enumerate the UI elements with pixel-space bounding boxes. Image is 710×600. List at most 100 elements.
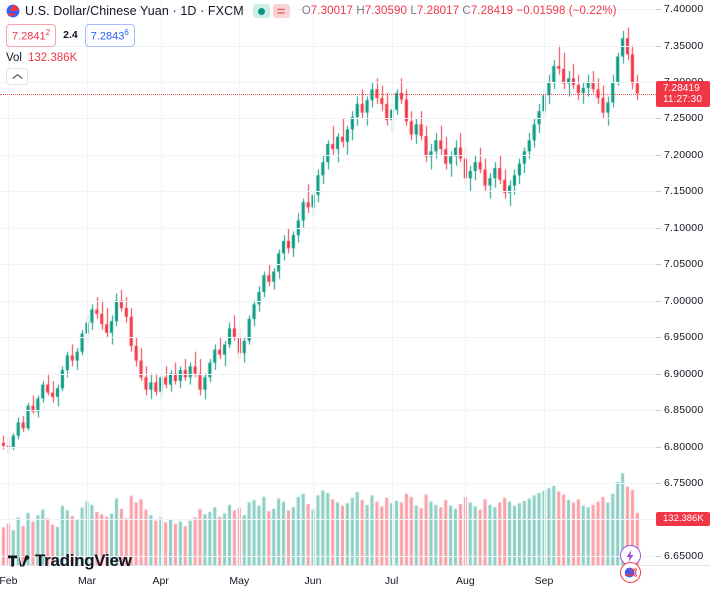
volume-label: Vol: [6, 51, 22, 64]
gridline-vertical: [161, 0, 162, 565]
country-flag-button[interactable]: [620, 562, 641, 583]
price-axis-tick: [656, 9, 661, 10]
ohlc-high-label: H: [356, 5, 365, 17]
collapse-pane-button[interactable]: [6, 67, 28, 85]
time-axis-label: Feb: [0, 575, 18, 587]
gridline-horizontal: [0, 46, 656, 47]
ohlc-change: −0.01598: [516, 5, 566, 17]
series-settings-toggle[interactable]: [272, 4, 290, 18]
volume-value: 132.386K: [28, 51, 78, 64]
price-axis[interactable]: 7.400007.350007.300007.250007.200007.150…: [656, 0, 710, 565]
spread-value: 2.4: [63, 29, 78, 42]
legend-toggle-group: [252, 4, 290, 18]
time-axis-label: Mar: [77, 575, 97, 587]
gridline-horizontal: [0, 374, 656, 375]
gridline-vertical: [87, 0, 88, 565]
current-price-line: [0, 93, 656, 95]
series-visibility-toggle[interactable]: [252, 4, 270, 18]
symbol-title[interactable]: U.S. Dollar/Chinese Yuan · 1D · FXCM: [25, 4, 244, 18]
price-axis-label: 7.05000: [664, 258, 704, 271]
gridline-horizontal: [0, 556, 656, 557]
price-axis-label: 7.20000: [664, 148, 704, 161]
gridline-vertical: [544, 0, 545, 565]
gridline-horizontal: [0, 228, 656, 229]
price-axis-tick: [656, 264, 661, 265]
chart-legend: U.S. Dollar/Chinese Yuan · 1D · FXCM O7.…: [6, 2, 617, 85]
price-axis-tick: [656, 337, 661, 338]
price-axis-label: 6.75000: [664, 476, 704, 489]
ohlc-open-value: 7.30017: [310, 5, 354, 17]
lightning-bolt-icon: [626, 549, 634, 562]
ohlc-values: O7.30017 H7.30590 L7.28017 C7.28419 −0.0…: [302, 5, 617, 17]
bid-price-value: 7.2841: [12, 30, 46, 43]
gridline-horizontal: [0, 483, 656, 484]
current-price-time: 11:27:30: [663, 93, 702, 105]
tradingview-watermark: TradingView: [8, 551, 132, 571]
price-axis-label: 7.15000: [664, 185, 704, 198]
price-axis-tick: [656, 155, 661, 156]
ohlc-low-label: L: [410, 5, 417, 17]
tradingview-logo-text: TradingView: [35, 551, 132, 570]
equals-menu-icon: [277, 8, 286, 14]
price-axis-label: 7.40000: [664, 3, 704, 16]
chart-canvas-area[interactable]: [0, 0, 656, 565]
price-axis-label: 6.65000: [664, 549, 704, 562]
price-axis-label: 7.25000: [664, 112, 704, 125]
gridline-vertical: [8, 0, 9, 565]
ohlc-close-label: C: [462, 5, 471, 17]
price-axis-label: 6.85000: [664, 404, 704, 417]
volume-value-tag: 132.386K: [656, 512, 710, 527]
time-axis-label: Apr: [152, 575, 169, 587]
ask-price-box[interactable]: 7.28436: [84, 24, 135, 47]
ohlc-high-value: 7.30590: [364, 5, 408, 17]
country-flag-badge-icon: [624, 567, 637, 578]
ohlc-open-label: O: [301, 5, 311, 17]
visibility-dot-icon: [257, 7, 265, 15]
time-axis-label: Aug: [456, 575, 475, 587]
price-axis-tick: [656, 301, 661, 302]
price-axis-tick: [656, 191, 661, 192]
price-axis-label: 7.10000: [664, 221, 704, 234]
legend-symbol-row: U.S. Dollar/Chinese Yuan · 1D · FXCM O7.…: [6, 2, 617, 20]
price-axis-label: 6.80000: [664, 440, 704, 453]
price-axis-tick: [656, 374, 661, 375]
gridline-vertical: [313, 0, 314, 565]
gridline-horizontal: [0, 337, 656, 338]
current-price-value: 7.28419: [663, 82, 700, 94]
price-axis-label: 6.90000: [664, 367, 704, 380]
gridline-horizontal: [0, 519, 656, 520]
ask-price-value: 7.2843: [90, 30, 125, 43]
price-axis-tick: [656, 556, 661, 557]
legend-volume-row: Vol 132.386K: [6, 52, 617, 64]
price-axis-label: 7.35000: [664, 39, 704, 52]
time-axis-label: Sep: [534, 575, 554, 587]
gridline-vertical: [239, 0, 240, 565]
price-axis-tick: [656, 483, 661, 484]
current-price-tag: 7.28419 11:27:30: [656, 80, 710, 107]
price-axis-label: 6.95000: [664, 331, 704, 344]
candlestick-chart-canvas[interactable]: [0, 0, 656, 565]
gridline-horizontal: [0, 447, 656, 448]
bid-price-sup: 2: [45, 28, 51, 37]
price-axis-tick: [656, 410, 661, 411]
gridline-horizontal: [0, 118, 656, 119]
gridline-horizontal: [0, 410, 656, 411]
legend-quote-row: 7.28412 2.4 7.28436: [6, 24, 617, 47]
ohlc-close-value: 7.28419: [470, 5, 514, 17]
time-axis-label: May: [229, 575, 250, 587]
gridline-vertical: [392, 0, 393, 565]
gridline-horizontal: [0, 82, 656, 83]
price-axis-tick: [656, 46, 661, 47]
gridline-horizontal: [0, 264, 656, 265]
price-axis-tick: [656, 228, 661, 229]
chevron-up-icon: [11, 73, 23, 79]
ohlc-change-percent: (−0.22%): [568, 5, 617, 17]
time-axis-label: Jun: [304, 575, 322, 587]
gridline-horizontal: [0, 301, 656, 302]
gridline-vertical: [465, 0, 466, 565]
bid-price-box[interactable]: 7.28412: [6, 24, 57, 47]
gridline-horizontal: [0, 9, 656, 10]
tradingview-logo-icon: [8, 555, 30, 567]
